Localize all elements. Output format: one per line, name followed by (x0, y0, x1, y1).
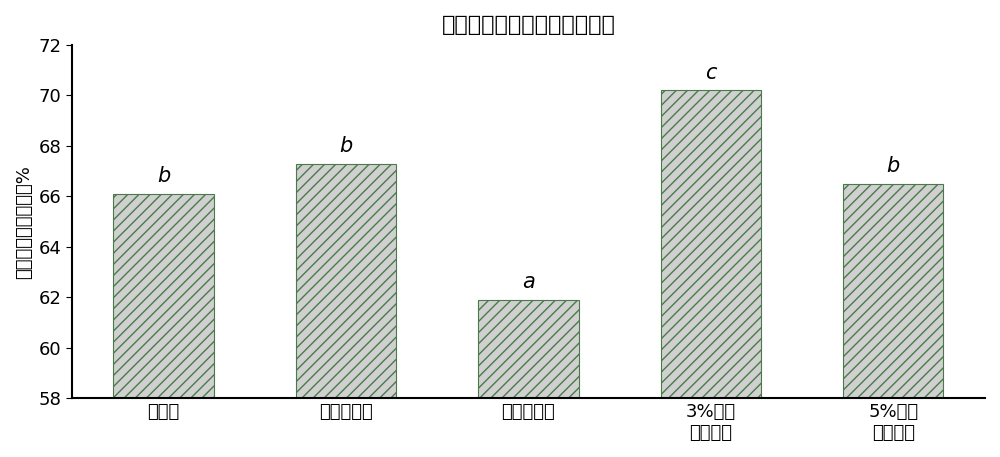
Bar (843, 184, 943, 399)
Bar (113, 194, 214, 399)
Bar (296, 164, 396, 399)
Text: c: c (705, 63, 717, 83)
Text: b: b (887, 156, 900, 176)
Bar (478, 300, 579, 399)
Text: b: b (339, 136, 353, 156)
Bar (661, 90, 761, 399)
Text: b: b (157, 166, 170, 186)
Y-axis label: 粗蛋白的表观消化率%: 粗蛋白的表观消化率% (15, 165, 33, 279)
Text: a: a (522, 272, 535, 292)
Title: 断奶仔猪粗蛋白的表观消化率: 断奶仔猪粗蛋白的表观消化率 (442, 15, 615, 35)
